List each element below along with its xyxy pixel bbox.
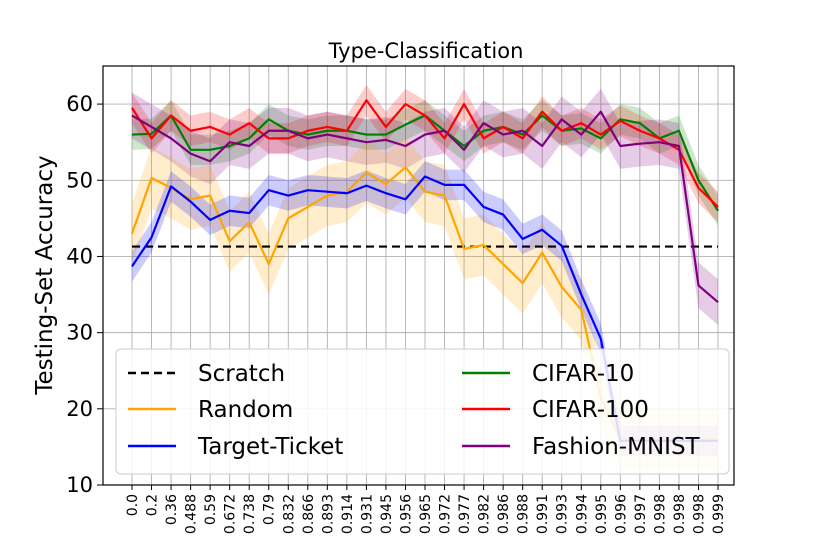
x-tick-label: 0.998 xyxy=(691,494,707,534)
x-tick-label: 0.995 xyxy=(594,494,610,534)
legend-label: Target-Ticket xyxy=(197,434,343,460)
y-tick-label: 60 xyxy=(66,92,93,116)
x-tick-label: 0.945 xyxy=(379,494,395,534)
band-random xyxy=(132,136,718,470)
series-line-cifar-100 xyxy=(131,99,719,208)
x-tick-label: 0.996 xyxy=(613,494,629,534)
plot-frame xyxy=(102,65,735,486)
x-tick-label: 0.866 xyxy=(301,494,317,534)
x-tick-label: 0.988 xyxy=(516,494,532,534)
x-tick-label: 0.965 xyxy=(418,494,434,534)
y-tick-label: 30 xyxy=(66,321,93,345)
x-tick-label: 0.994 xyxy=(574,494,590,534)
band-fashion-mnist xyxy=(132,88,718,326)
y-tick-label: 50 xyxy=(66,168,93,192)
x-tick-label: 0.956 xyxy=(398,494,414,534)
legend-label: Fashion-MNIST xyxy=(532,434,701,460)
legend-label: CIFAR-10 xyxy=(532,361,634,387)
x-tick-label: 0.998 xyxy=(672,494,688,534)
x-tick-label: 0.738 xyxy=(242,494,258,534)
y-axis-label: Testing-Set Accuracy xyxy=(32,155,58,395)
x-tick-label: 0.488 xyxy=(184,494,200,534)
band-cifar-100 xyxy=(132,85,718,223)
x-tick-label: 0.832 xyxy=(281,494,297,534)
x-tick-label: 0.998 xyxy=(652,494,668,534)
x-tick-label: 0.914 xyxy=(340,494,356,534)
series-line-fashion-mnist xyxy=(131,110,719,303)
x-tick-label: 0.999 xyxy=(711,494,727,534)
legend: Scratch Random Target-Ticket CIFAR-10 CIFAR-… xyxy=(115,348,730,475)
x-tick-label: 0.893 xyxy=(320,494,336,534)
x-tick-label: 0.997 xyxy=(633,494,649,534)
x-axis: 0.0 0.2 0.36 0.488 0.59 0.672 0.738 0.79 0.832 0.… xyxy=(125,485,727,534)
y-tick-label: 20 xyxy=(66,397,93,421)
x-tick-label: 0.2 xyxy=(145,494,161,516)
x-tick-label: 0.36 xyxy=(164,494,180,525)
x-tick-label: 0.59 xyxy=(203,494,219,525)
x-tick-label: 0.986 xyxy=(496,494,512,534)
y-tick-label: 10 xyxy=(66,473,93,497)
x-tick-label: 0.972 xyxy=(438,494,454,534)
legend-box xyxy=(115,348,730,475)
y-axis: 10 20 30 40 50 60 xyxy=(66,92,103,497)
y-tick-label: 40 xyxy=(66,244,93,268)
x-tick-label: 0.0 xyxy=(125,494,141,516)
x-tick-label: 0.993 xyxy=(555,494,571,534)
x-tick-label: 0.977 xyxy=(457,494,473,534)
legend-label: CIFAR-100 xyxy=(532,397,649,423)
x-tick-label: 0.982 xyxy=(477,494,493,534)
x-tick-label: 0.672 xyxy=(223,494,239,534)
x-tick-label: 0.991 xyxy=(535,494,551,534)
legend-label: Random xyxy=(198,397,293,423)
legend-label: Scratch xyxy=(198,361,285,387)
x-tick-label: 0.931 xyxy=(359,494,375,534)
chart-title: Type-Classification xyxy=(328,39,524,63)
x-tick-label: 0.79 xyxy=(262,494,278,525)
